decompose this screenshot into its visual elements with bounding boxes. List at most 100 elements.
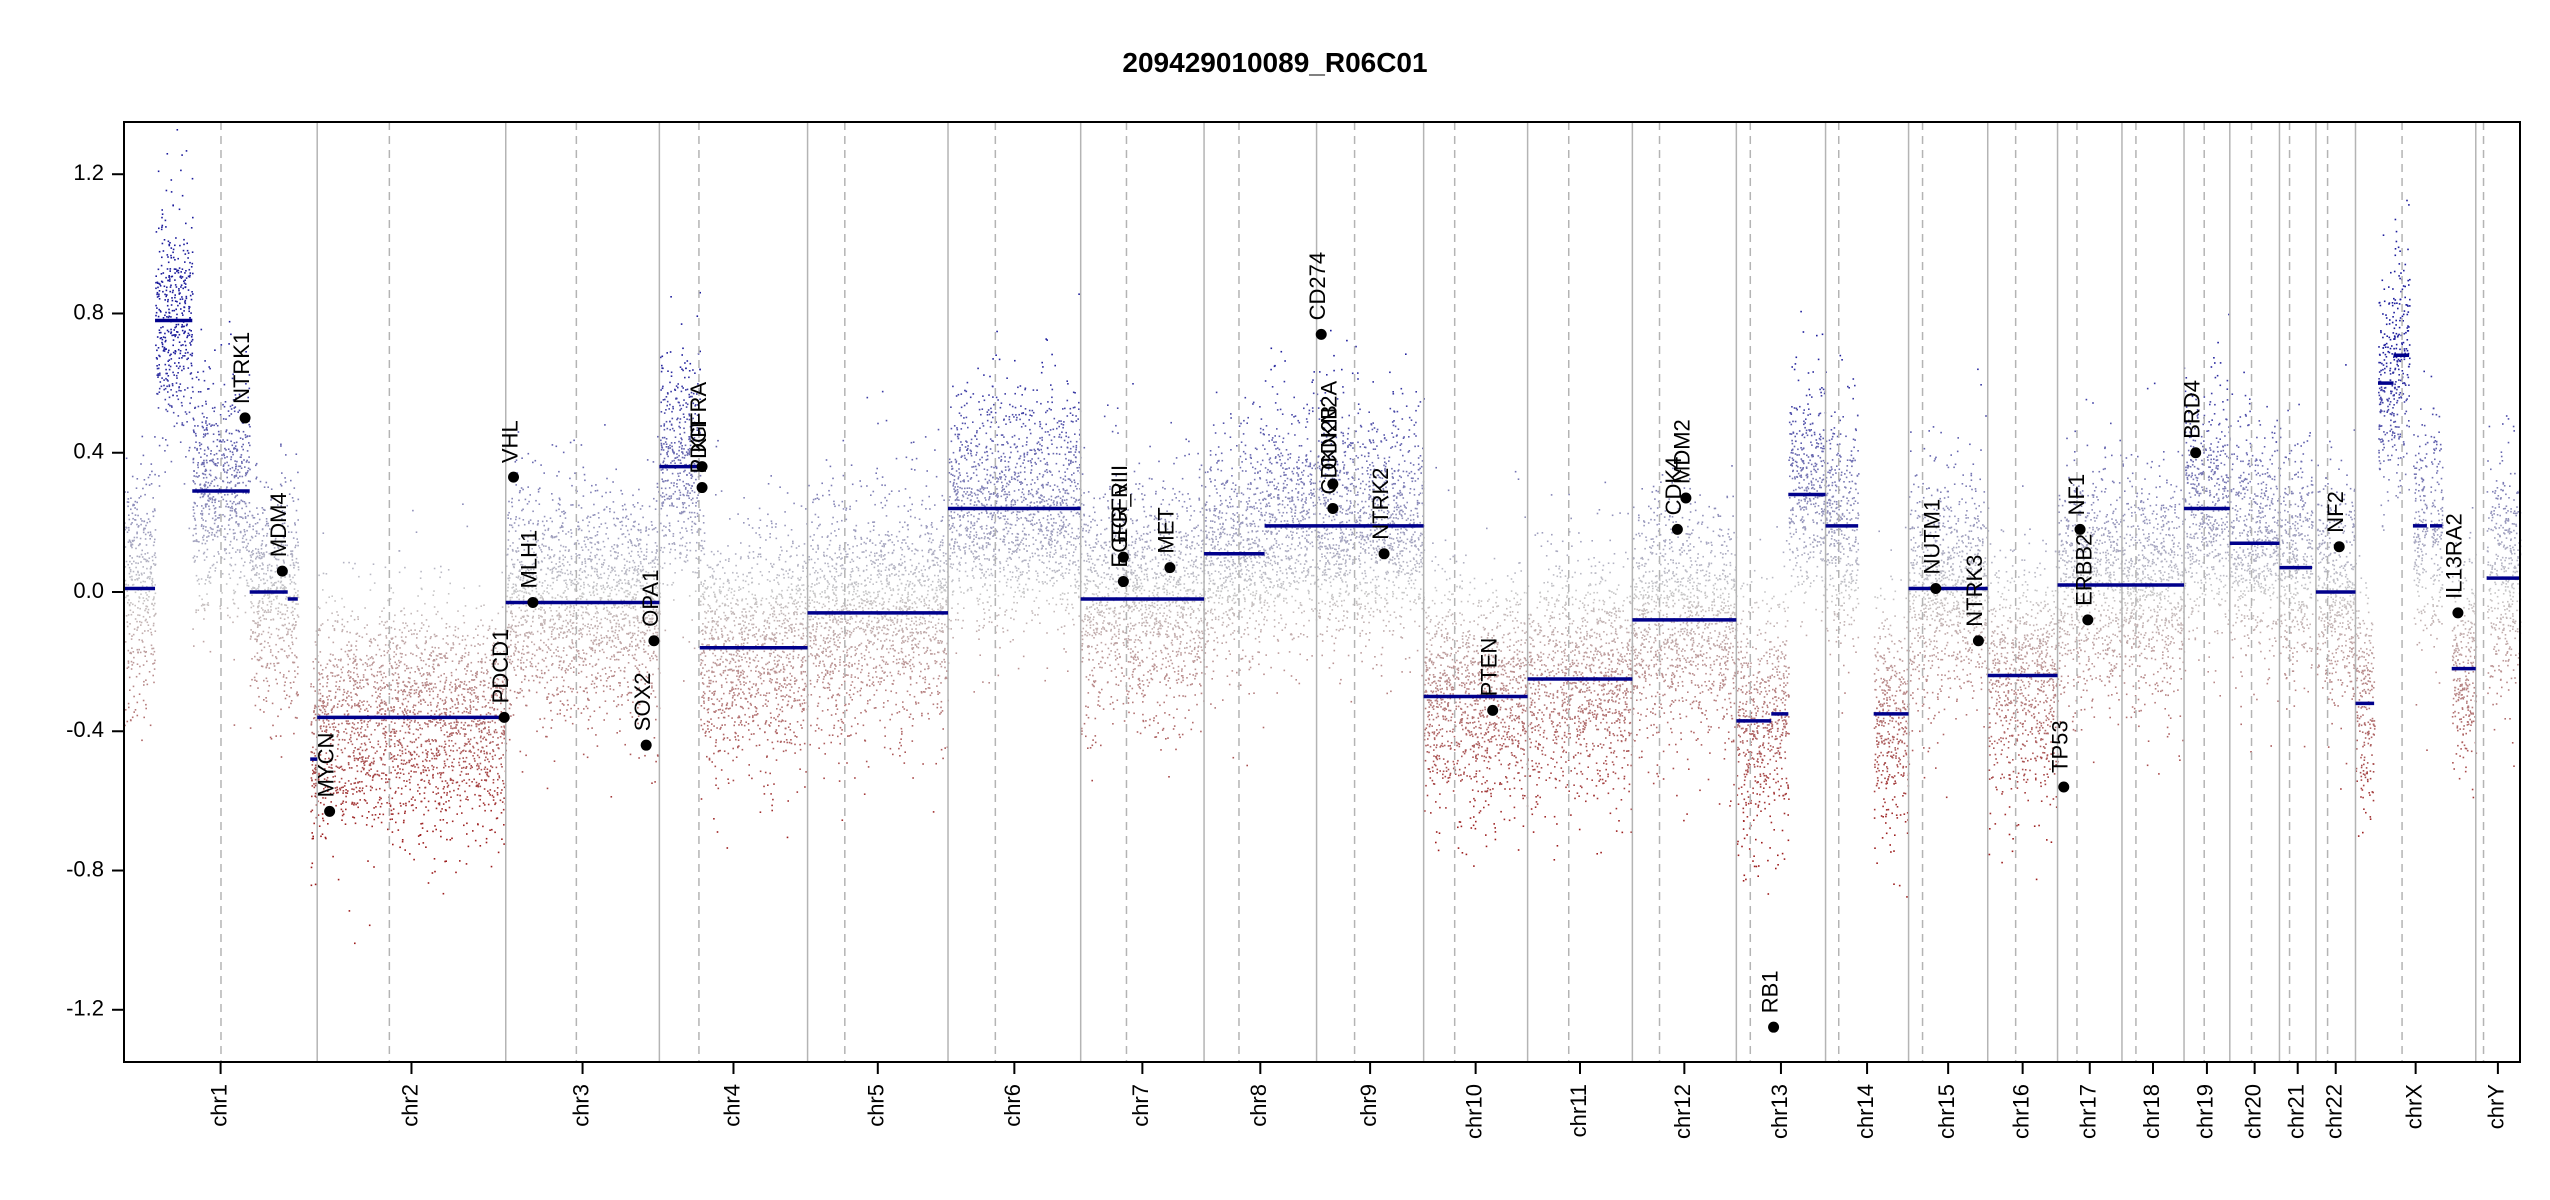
probe-point xyxy=(477,653,479,655)
probe-point xyxy=(567,570,569,572)
probe-point xyxy=(239,503,241,505)
probe-point xyxy=(154,554,156,556)
probe-point xyxy=(171,405,173,407)
probe-point xyxy=(399,707,401,709)
probe-point xyxy=(214,534,216,536)
probe-point xyxy=(320,710,322,712)
probe-point xyxy=(379,623,381,625)
probe-point xyxy=(366,736,368,738)
probe-point xyxy=(390,805,392,807)
probe-point xyxy=(245,472,247,474)
probe-point xyxy=(423,674,425,676)
probe-point xyxy=(350,783,352,785)
probe-point xyxy=(175,300,177,302)
probe-point xyxy=(402,711,404,713)
probe-point xyxy=(492,756,494,758)
probe-point xyxy=(465,605,467,607)
probe-point xyxy=(242,482,244,484)
probe-point xyxy=(436,706,438,708)
probe-point xyxy=(210,527,212,529)
probe-point xyxy=(230,441,232,443)
probe-point xyxy=(151,583,153,585)
probe-point xyxy=(292,577,294,579)
probe-point xyxy=(367,665,369,667)
probe-point xyxy=(460,753,462,755)
probe-point xyxy=(201,493,203,495)
probe-point xyxy=(352,802,354,804)
probe-point xyxy=(350,737,352,739)
probe-point xyxy=(344,606,346,608)
probe-point xyxy=(203,553,205,555)
probe-point xyxy=(205,433,207,435)
probe-point xyxy=(248,424,250,426)
probe-point xyxy=(143,597,145,599)
probe-point xyxy=(464,728,466,730)
probe-point xyxy=(350,734,352,736)
probe-point xyxy=(171,191,173,193)
probe-point xyxy=(207,549,209,551)
probe-point xyxy=(360,728,362,730)
probe-point xyxy=(185,456,187,458)
probe-point xyxy=(149,538,151,540)
probe-point xyxy=(178,288,180,290)
probe-point xyxy=(198,550,200,552)
probe-point xyxy=(540,615,542,617)
probe-point xyxy=(288,629,290,631)
probe-point xyxy=(611,567,613,569)
probe-point xyxy=(261,545,263,547)
probe-point xyxy=(167,153,169,155)
probe-point xyxy=(559,561,561,563)
probe-point xyxy=(336,681,338,683)
probe-point xyxy=(141,554,143,556)
probe-point xyxy=(410,741,412,743)
probe-point xyxy=(127,667,129,669)
probe-point xyxy=(147,630,149,632)
probe-point xyxy=(566,626,568,628)
probe-point xyxy=(523,595,525,597)
probe-point xyxy=(432,753,434,755)
probe-point xyxy=(322,705,324,707)
probe-point xyxy=(184,355,186,357)
probe-point xyxy=(318,629,320,631)
probe-point xyxy=(241,461,243,463)
probe-point xyxy=(383,773,385,775)
probe-point xyxy=(280,612,282,614)
probe-point xyxy=(604,617,606,619)
probe-point xyxy=(406,713,408,715)
probe-point xyxy=(398,741,400,743)
probe-point xyxy=(423,842,425,844)
probe-point xyxy=(145,592,147,594)
probe-point xyxy=(370,768,372,770)
probe-point xyxy=(219,530,221,532)
probe-point xyxy=(326,696,328,698)
probe-point xyxy=(607,599,609,601)
probe-point xyxy=(394,746,396,748)
probe-point xyxy=(372,658,374,660)
probe-point xyxy=(585,664,587,666)
probe-point xyxy=(150,653,152,655)
probe-point xyxy=(410,629,412,631)
probe-point xyxy=(191,365,193,367)
probe-point xyxy=(233,659,235,661)
probe-point xyxy=(410,613,412,615)
probe-point xyxy=(128,498,130,500)
probe-point xyxy=(617,636,619,638)
probe-point xyxy=(172,372,174,374)
probe-point xyxy=(526,645,528,647)
probe-point xyxy=(211,532,213,534)
probe-point xyxy=(150,567,152,569)
probe-point xyxy=(155,557,157,559)
probe-point xyxy=(374,681,376,683)
probe-point xyxy=(335,805,337,807)
probe-point xyxy=(273,663,275,665)
probe-point xyxy=(332,654,334,656)
probe-point xyxy=(181,370,183,372)
probe-point xyxy=(653,528,655,530)
probe-point xyxy=(167,411,169,413)
probe-point xyxy=(147,622,149,624)
probe-point xyxy=(275,558,277,560)
probe-point xyxy=(187,335,189,337)
probe-point xyxy=(250,685,252,687)
probe-point xyxy=(425,806,427,808)
probe-point xyxy=(231,510,233,512)
